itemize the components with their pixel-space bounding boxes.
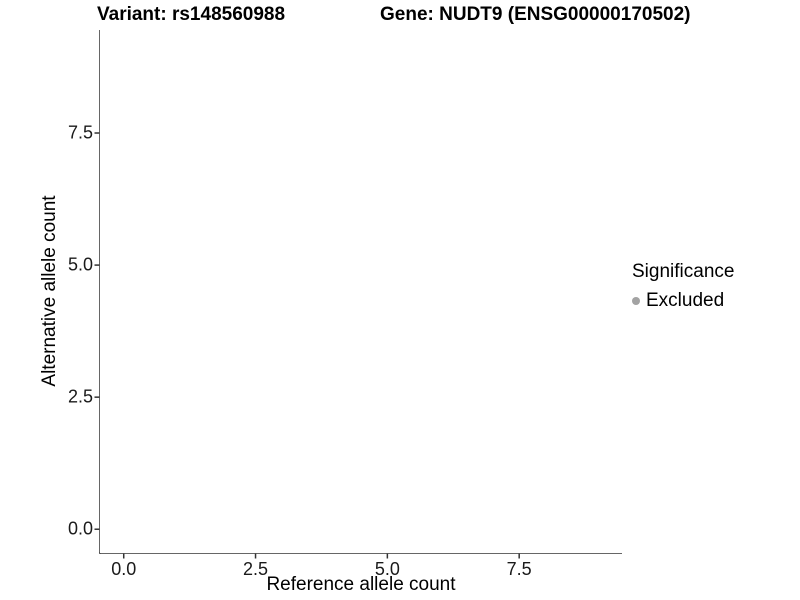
legend-item: Excluded [632,290,734,312]
x-tick-label: 2.5 [243,559,269,579]
x-tick-label: 5.0 [374,559,400,579]
y-axis-title: Alternative allele count [39,195,60,387]
plot-title-gene: Gene: NUDT9 (ENSG00000170502) [380,4,691,25]
legend: Significance Excluded [632,261,734,312]
y-tick-label: 0.0 [67,518,93,539]
plot-panel [100,30,622,553]
legend-item-label: Excluded [646,290,725,311]
legend-title: Significance [632,261,735,282]
x-axis-title: Reference allele count [266,574,456,595]
y-tick-label: 7.5 [67,122,93,143]
x-tick-label: 0.0 [111,559,137,579]
legend-key-point-icon [632,297,640,305]
y-tick-label: 2.5 [67,386,93,407]
x-tick-label: 7.5 [506,559,532,579]
plot-title-variant: Variant: rs148560988 [97,4,286,25]
legend-items: Excluded [632,290,734,312]
y-tick-label: 5.0 [67,254,93,275]
